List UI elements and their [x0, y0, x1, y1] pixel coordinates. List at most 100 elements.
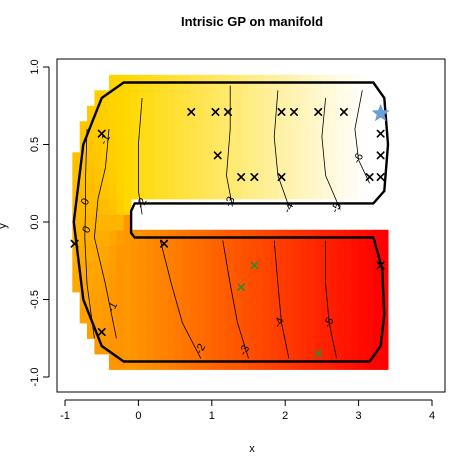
heatmap-cell: [270, 183, 279, 200]
heatmap-cell: [351, 105, 360, 122]
y-tick-label: -1.0: [29, 368, 41, 387]
heatmap-cell: [248, 322, 257, 339]
heatmap-cell: [211, 338, 220, 355]
heatmap-cell: [285, 136, 294, 153]
heatmap-cell: [204, 276, 213, 293]
heatmap-cell: [182, 183, 191, 200]
heatmap-cell: [94, 260, 103, 277]
heatmap-cell: [175, 260, 183, 277]
heatmap-cell: [373, 276, 382, 293]
heatmap-cell: [101, 260, 110, 277]
heatmap-cell: [204, 260, 213, 277]
heatmap-cell: [270, 245, 279, 262]
heatmap-cell: [255, 245, 264, 262]
heatmap-cell: [321, 322, 330, 339]
heatmap-cell: [307, 291, 316, 308]
y-tick-label: 0.5: [29, 137, 41, 152]
heatmap-cell: [138, 291, 147, 308]
heatmap-cell: [263, 183, 272, 200]
heatmap-cell: [182, 307, 191, 324]
heatmap-cell: [241, 260, 250, 277]
heatmap-cell: [365, 322, 374, 339]
heatmap-cell: [160, 260, 169, 277]
heatmap-cell: [351, 260, 360, 277]
heatmap-cell: [270, 105, 279, 122]
heatmap-cell: [270, 90, 279, 107]
heatmap-cell: [167, 307, 176, 324]
heatmap-cell: [373, 152, 382, 169]
heatmap-cell: [226, 307, 235, 324]
y-axis: -1.0 -0.5 0.0 0.5 1.0: [29, 59, 50, 387]
heatmap-cell: [160, 291, 169, 308]
heatmap-cell: [167, 152, 176, 169]
heatmap-cell: [248, 121, 257, 138]
heatmap-cell: [233, 136, 242, 153]
marker-layer: [70, 103, 390, 358]
heatmap-cell: [314, 307, 323, 324]
heatmap-cell: [101, 338, 110, 355]
heatmap-cell: [365, 276, 374, 293]
heatmap-cell: [285, 276, 294, 293]
data-point: [277, 173, 286, 182]
heatmap-cell: [351, 136, 360, 153]
heatmap-cell: [138, 121, 147, 138]
heatmap-cell: [226, 338, 235, 355]
heatmap-cell: [160, 136, 169, 153]
heatmap-cell: [109, 322, 117, 339]
heatmap-cell: [241, 183, 250, 200]
heatmap-cell: [255, 276, 264, 293]
heatmap-cell: [277, 245, 286, 262]
data-point: [339, 107, 348, 116]
heatmap-cell: [263, 338, 272, 355]
heatmap-cell: [153, 167, 161, 184]
heatmap-cell: [358, 136, 367, 153]
heatmap-cell: [255, 260, 264, 277]
heatmap-cell: [343, 167, 352, 184]
heatmap-cell: [131, 152, 139, 169]
heatmap-cell: [299, 291, 308, 308]
heatmap-cell: [79, 214, 88, 231]
heatmap-cell: [277, 338, 286, 355]
heatmap-cell: [204, 183, 213, 200]
x-axis: -1 0 1 2 3 4: [60, 399, 435, 422]
heatmap-cell: [241, 152, 250, 169]
heatmap-cell: [175, 291, 183, 308]
heatmap-cell: [204, 136, 213, 153]
data-point: [70, 239, 79, 248]
heatmap-cell: [145, 183, 154, 200]
heatmap-cell: [241, 245, 250, 262]
heatmap-cell: [131, 136, 139, 153]
heatmap-cell: [167, 105, 176, 122]
heatmap-cell: [87, 105, 95, 122]
heatmap-cell: [365, 307, 374, 324]
heatmap-cell: [219, 136, 227, 153]
heatmap-cell: [160, 276, 169, 293]
heatmap-cell: [277, 90, 286, 107]
heatmap-cell: [197, 152, 205, 169]
data-point: [314, 349, 323, 358]
heatmap-cell: [175, 322, 183, 339]
heatmap-cell: [329, 167, 338, 184]
heatmap-cell: [373, 229, 382, 246]
heatmap-cell: [373, 183, 382, 200]
data-point: [250, 173, 259, 182]
heatmap-cell: [336, 167, 345, 184]
heatmap-cell: [138, 276, 147, 293]
heatmap-cell: [131, 307, 139, 324]
heatmap-cell: [123, 90, 132, 107]
heatmap-cell: [255, 136, 264, 153]
heatmap-cell: [285, 307, 294, 324]
heatmap-cell: [101, 198, 110, 215]
heatmap-cell: [373, 353, 382, 370]
heatmap-cell: [277, 276, 286, 293]
heatmap-cell: [241, 291, 250, 308]
heatmap-cell: [145, 260, 154, 277]
heatmap-cell: [87, 152, 95, 169]
heatmap-cell: [365, 121, 374, 138]
heatmap-cell: [336, 338, 345, 355]
heatmap-cell: [197, 105, 205, 122]
y-axis-label: y: [0, 223, 9, 229]
heatmap-cell: [314, 90, 323, 107]
heatmap-cell: [116, 276, 125, 293]
heatmap-cell: [233, 121, 242, 138]
